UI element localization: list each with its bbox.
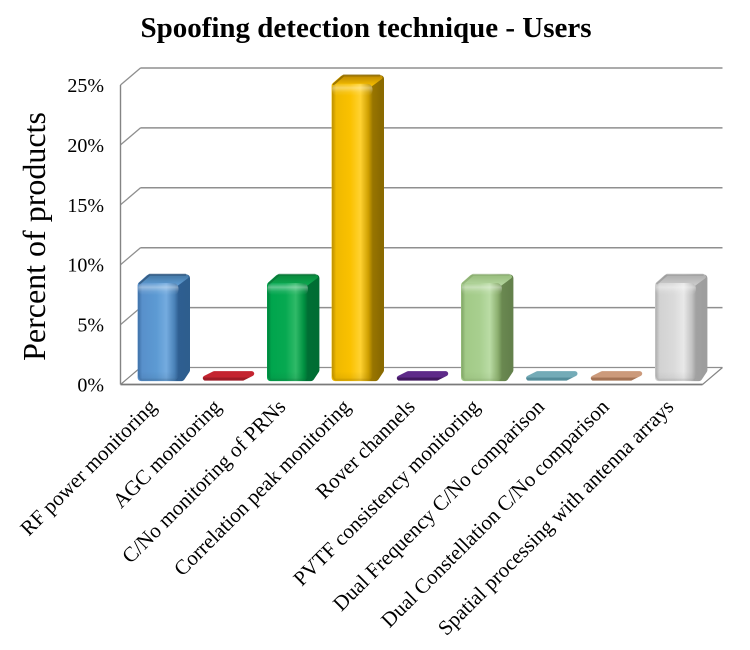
svg-text:25%: 25% <box>67 75 104 97</box>
svg-text:5%: 5% <box>77 315 104 337</box>
svg-text:Spoofing detection technique -: Spoofing detection technique - Users <box>140 12 591 44</box>
svg-text:Percent of products: Percent of products <box>16 112 52 361</box>
svg-text:20%: 20% <box>67 135 104 157</box>
svg-text:15%: 15% <box>67 195 104 217</box>
svg-text:0%: 0% <box>77 375 104 397</box>
svg-text:10%: 10% <box>67 255 104 277</box>
